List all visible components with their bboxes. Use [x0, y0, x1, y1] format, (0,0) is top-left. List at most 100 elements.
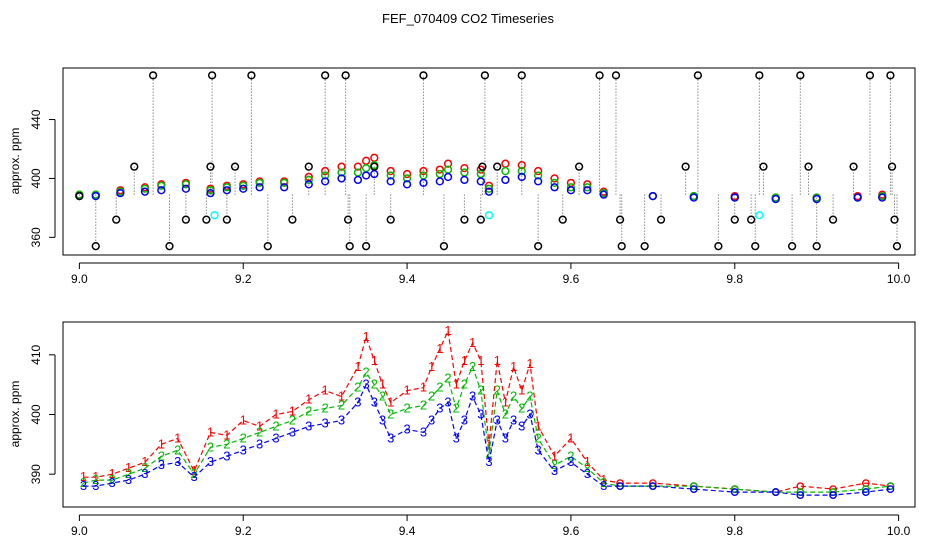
series-1-marker: 1: [485, 436, 492, 451]
top-panel-axes: 9.0 9.2 9.4 9.6 9.8 10.0 360 400 440: [29, 109, 911, 286]
series-2-marker: 2: [141, 460, 148, 475]
series-3-point: [484, 187, 494, 196]
series-2-point: [181, 180, 191, 189]
series-3-point: [181, 184, 191, 193]
series-3-marker: 3: [322, 415, 329, 430]
series-1-point: [321, 166, 330, 176]
series-outlier-point: [890, 215, 899, 224]
series-3-marker: 3: [518, 418, 525, 433]
series-2-line: [83, 365, 891, 493]
series-3-marker: 3: [109, 475, 116, 490]
series-3-point: [116, 189, 125, 198]
series-2-point: [460, 168, 469, 177]
series-1-marker: 1: [567, 430, 574, 445]
series-3-point: [239, 184, 248, 193]
series-1-marker: 1: [207, 424, 214, 439]
series-2-point: [435, 169, 444, 179]
series-1-marker: 1: [256, 418, 263, 433]
series-3-marker: 3: [158, 457, 165, 472]
series-3-marker: 3: [567, 454, 574, 469]
series-outlier-point: [693, 71, 703, 80]
top-y-axis-label: approx. ppm: [8, 128, 22, 195]
series-1-marker: 1: [584, 454, 591, 469]
series-3-point: [886, 485, 895, 493]
series-1-marker: 1: [305, 392, 312, 407]
series-2-marker: 2: [461, 377, 468, 392]
series-1-marker: 1: [371, 353, 378, 368]
series-1-marker: 1: [403, 383, 410, 398]
series-3-point: [321, 177, 330, 186]
series-3-marker: 3: [461, 412, 468, 427]
series-2-marker: 2: [535, 430, 542, 445]
series-2-point: [304, 175, 313, 185]
series-3-point: [648, 191, 657, 201]
series-1-marker: 1: [190, 463, 197, 478]
series-3-point: [796, 491, 805, 499]
series-3-point: [280, 183, 289, 192]
bottom-x-tick-label: 9.8: [726, 524, 743, 538]
figure-title: FEF_070409 CO2 Timeseries: [382, 11, 554, 26]
series-1-point: [484, 181, 494, 190]
series-3-point: [550, 183, 559, 192]
series-2-marker: 2: [371, 377, 378, 392]
series-3-point: [599, 190, 608, 199]
series-3-marker: 3: [190, 469, 197, 484]
series-2-point: [566, 183, 576, 192]
series-2-marker: 2: [551, 457, 558, 472]
series-3-point: [361, 171, 371, 180]
series-3-point: [443, 172, 453, 182]
top-x-tick-label: 9.6: [563, 272, 580, 286]
series-1-marker: 1: [125, 460, 132, 475]
series-1-marker: 1: [362, 329, 369, 344]
series-3-marker: 3: [272, 430, 279, 445]
series-3-marker: 3: [436, 401, 443, 416]
series-outlier-point: [558, 215, 567, 224]
bottom-x-tick-label: 9.2: [235, 524, 252, 538]
series-1-point: [386, 166, 395, 176]
series-1-marker: 1: [420, 380, 427, 395]
bottom-x-tick-label: 9.4: [399, 524, 416, 538]
series-outlier-point: [478, 162, 487, 171]
series-3-point: [140, 187, 150, 196]
series-2-marker: 2: [469, 359, 476, 374]
series-2-marker: 2: [584, 460, 591, 475]
series-2-point: [361, 163, 371, 173]
series-3-point: [386, 177, 395, 186]
series-outlier-point: [460, 215, 469, 224]
series-1-point: [370, 153, 379, 162]
series-2-point: [321, 171, 330, 180]
series-2-point: [140, 184, 150, 193]
series-2-marker: 2: [240, 430, 247, 445]
series-1-marker: 1: [551, 448, 558, 463]
series-outlier-point: [755, 71, 764, 80]
series-2-point: [402, 174, 412, 183]
series-outlier-point: [493, 162, 502, 171]
series-3-marker: 3: [420, 424, 427, 439]
series-2-point: [534, 171, 543, 180]
series-3-marker: 3: [256, 436, 263, 451]
series-outlier-point: [534, 242, 543, 251]
series-1-marker: 1: [92, 469, 99, 484]
series-3-marker: 3: [207, 454, 214, 469]
bottom-y-tick-label: 390: [29, 464, 43, 484]
series-1-marker: 1: [436, 341, 443, 356]
series-3-line: [83, 383, 891, 496]
series-1-marker: 1: [272, 407, 279, 422]
series-1-marker: 1: [240, 412, 247, 427]
top-panel-marks: [75, 71, 902, 251]
series-3-point: [861, 488, 870, 496]
series-3-point: [730, 488, 739, 496]
series-3-marker: 3: [494, 412, 501, 427]
series-3-point: [402, 180, 412, 189]
series-outlier-point: [574, 162, 584, 171]
series-2-marker: 2: [125, 466, 132, 481]
series-outlier-point: [730, 215, 739, 224]
series-3-point: [476, 177, 485, 186]
series-1-point: [402, 169, 412, 179]
series-1-marker: 1: [477, 353, 484, 368]
series-2-marker: 2: [322, 401, 329, 416]
series-2-marker: 2: [518, 401, 525, 416]
series-2-marker: 2: [289, 412, 296, 427]
series-outlier-point: [595, 71, 604, 80]
series-outlier-point: [230, 162, 240, 171]
